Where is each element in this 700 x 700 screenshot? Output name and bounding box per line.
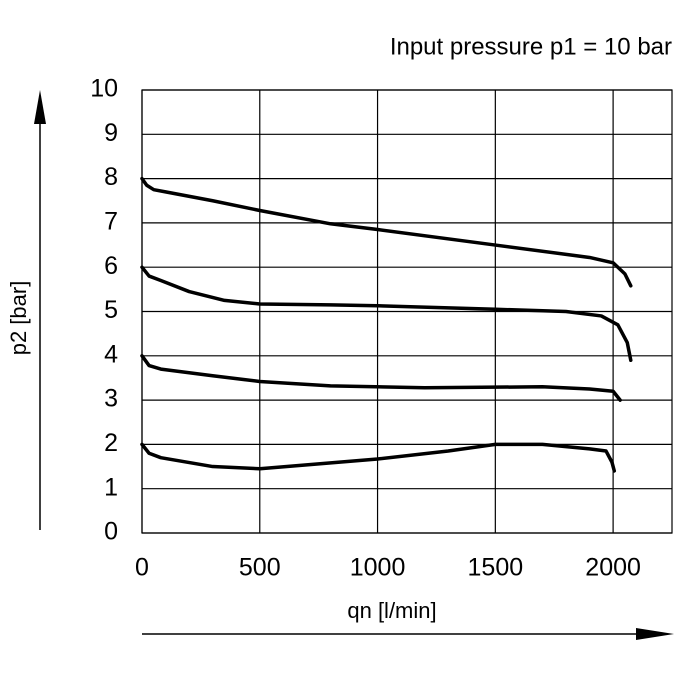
- y-axis-label: p2 [bar]: [6, 281, 31, 356]
- y-tick-label: 6: [104, 252, 118, 280]
- x-tick-label: 1000: [350, 554, 406, 582]
- y-arrow-head: [34, 90, 46, 124]
- y-tick-label: 0: [104, 518, 118, 546]
- curve: [140, 354, 622, 402]
- y-tick-label: 5: [104, 296, 118, 324]
- x-tick-label: 1500: [468, 554, 524, 582]
- y-tick-label: 1: [104, 473, 118, 501]
- x-tick-label: 2000: [585, 554, 641, 582]
- y-tick-label: 10: [90, 75, 118, 103]
- curve: [140, 442, 617, 473]
- y-tick-label: 4: [104, 340, 118, 368]
- y-tick-label: 2: [104, 429, 118, 457]
- y-tick-label: 7: [104, 208, 118, 236]
- x-arrow-head: [636, 628, 674, 640]
- curve: [140, 265, 633, 362]
- x-axis-label: qn [l/min]: [347, 598, 436, 623]
- y-tick-label: 8: [104, 163, 118, 191]
- x-tick-label: 0: [135, 554, 149, 582]
- x-tick-label: 500: [239, 554, 281, 582]
- curve: [140, 176, 633, 288]
- y-tick-label: 3: [104, 385, 118, 413]
- y-tick-label: 9: [104, 119, 118, 147]
- chart-title: Input pressure p1 = 10 bar: [390, 33, 672, 60]
